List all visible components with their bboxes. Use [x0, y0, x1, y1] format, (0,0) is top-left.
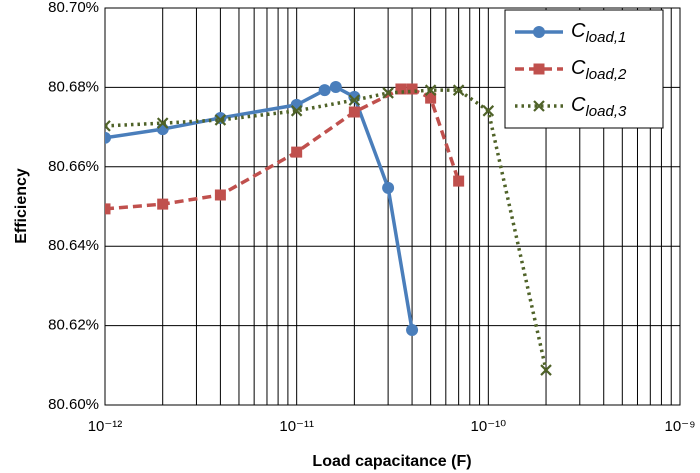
marker [157, 198, 169, 210]
y-tick-label: 80.68% [48, 78, 99, 95]
x-tick-label: 10⁻⁹ [664, 418, 695, 435]
marker [452, 84, 465, 96]
marker [105, 120, 111, 132]
y-tick-label: 80.60% [48, 396, 99, 413]
y-tick-label: 80.66% [48, 158, 99, 175]
marker [156, 117, 169, 129]
x-tick-label: 10⁻¹⁰ [471, 418, 507, 435]
series-line [105, 88, 548, 371]
legend-label: Cload,1 [571, 20, 626, 46]
marker [482, 105, 495, 117]
y-tick-label: 80.64% [48, 237, 99, 254]
y-tick-label: 80.62% [48, 317, 99, 334]
marker [533, 26, 545, 38]
plot-area [105, 81, 552, 376]
marker [318, 84, 331, 97]
legend-label: Cload,2 [571, 57, 627, 83]
y-tick-label: 80.70% [48, 0, 99, 16]
marker [290, 105, 303, 117]
marker [105, 131, 111, 144]
marker [105, 203, 111, 215]
marker [533, 100, 545, 112]
marker [348, 94, 361, 106]
marker [348, 106, 360, 118]
marker [395, 83, 407, 95]
x-axis-title: Load capacitance (F) [312, 453, 471, 470]
marker [382, 87, 394, 99]
marker [540, 364, 552, 376]
marker [533, 63, 545, 75]
marker [214, 111, 227, 124]
marker [382, 181, 395, 194]
marker [425, 92, 437, 104]
marker [214, 114, 227, 126]
marker [453, 175, 465, 187]
marker [424, 84, 437, 96]
y-axis-title: Efficiency [13, 168, 30, 244]
marker [329, 81, 342, 94]
marker [214, 189, 226, 201]
marker [291, 146, 303, 158]
legend-label: Cload,3 [571, 94, 627, 120]
x-tick-label: 10⁻¹² [88, 418, 123, 435]
marker [406, 323, 419, 336]
x-tick-label: 10⁻¹¹ [279, 418, 314, 435]
marker [406, 83, 418, 95]
